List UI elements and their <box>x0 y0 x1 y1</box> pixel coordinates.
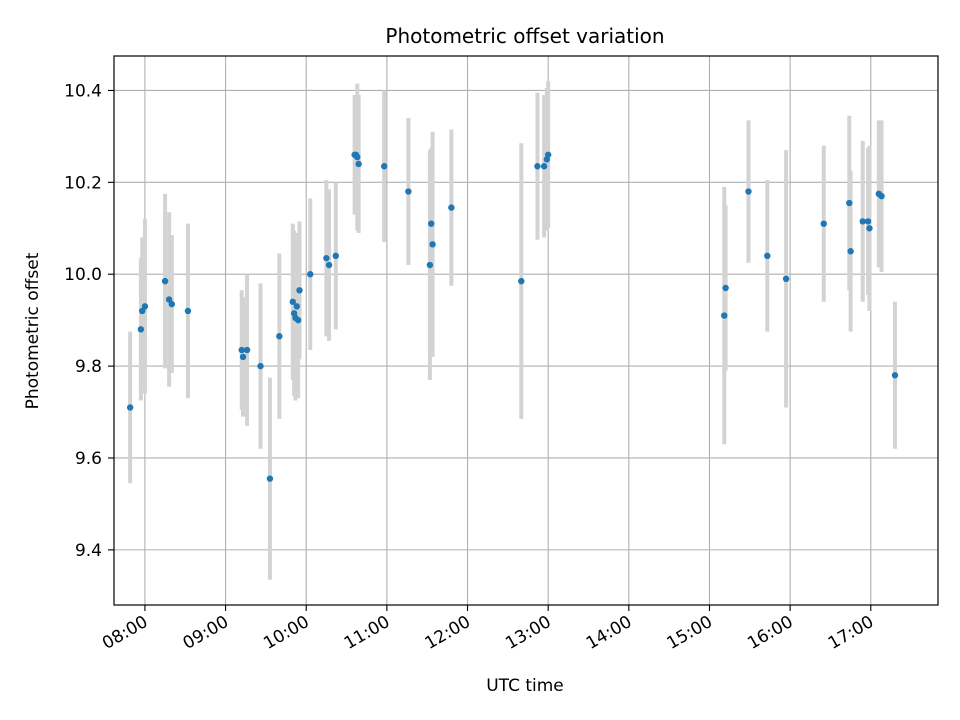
data-point <box>126 404 134 411</box>
data-point <box>864 218 872 225</box>
data-point <box>289 298 296 305</box>
data-point <box>293 303 301 310</box>
y-tick-label: 9.8 <box>75 357 102 377</box>
data-point <box>859 218 866 225</box>
data-point <box>238 346 245 354</box>
y-axis-label: Photometric offset <box>23 252 43 409</box>
chart-title: Photometric offset variation <box>385 24 664 48</box>
data-point <box>518 277 525 285</box>
data-point <box>866 225 873 232</box>
data-point <box>325 261 333 269</box>
data-point <box>276 333 283 340</box>
data-point <box>168 300 176 308</box>
data-point <box>448 204 455 211</box>
data-point <box>891 372 899 379</box>
data-point <box>141 303 149 310</box>
data-point <box>323 254 330 262</box>
data-point <box>296 287 303 294</box>
y-tick-label: 9.4 <box>75 541 102 561</box>
data-point <box>745 188 752 195</box>
data-point <box>544 151 552 158</box>
data-point <box>426 261 434 269</box>
point-layer <box>126 151 899 482</box>
data-point <box>266 475 274 482</box>
grid-layer <box>114 56 938 605</box>
data-point <box>878 192 885 200</box>
data-point <box>184 307 192 315</box>
data-point <box>257 362 264 370</box>
data-point <box>355 160 362 168</box>
y-tick-label: 10.0 <box>64 265 102 285</box>
data-point <box>429 241 436 248</box>
data-point <box>847 248 854 255</box>
data-point <box>846 199 853 207</box>
data-point <box>820 220 827 227</box>
data-point <box>294 316 302 324</box>
data-point <box>534 163 541 170</box>
x-axis-label: UTC time <box>486 676 564 696</box>
data-point <box>540 163 548 170</box>
data-point <box>332 252 339 260</box>
y-tick-label: 10.4 <box>64 81 102 101</box>
y-tick-label: 10.2 <box>64 173 102 193</box>
data-point <box>428 220 435 227</box>
data-point <box>239 353 247 361</box>
data-point <box>161 277 169 285</box>
data-point <box>354 153 361 161</box>
y-tick-label: 9.6 <box>75 449 102 469</box>
data-point <box>137 326 145 333</box>
data-point <box>243 346 251 354</box>
plot-frame <box>113 55 939 606</box>
data-point <box>782 275 790 283</box>
data-point <box>380 163 388 170</box>
data-point <box>764 252 771 260</box>
data-point <box>307 271 314 278</box>
data-point <box>721 312 728 319</box>
data-point <box>405 188 412 195</box>
data-point <box>722 284 729 292</box>
